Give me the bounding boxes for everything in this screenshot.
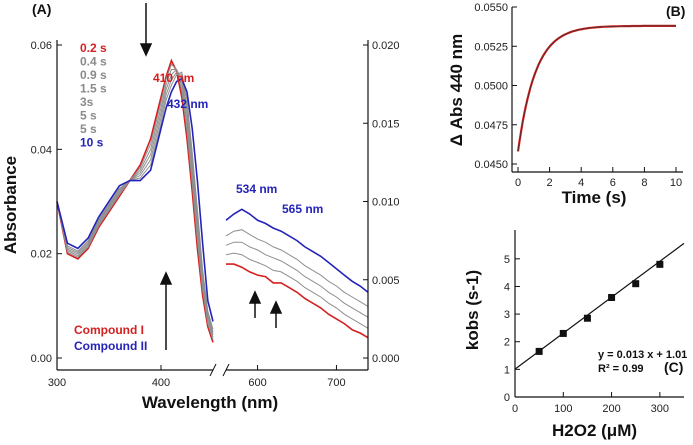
legend-entry: 1.5 s [80,82,107,96]
panel-b-fit-line [517,25,676,152]
x-tick-label: 600 [248,377,266,389]
arrow-up-432 [159,271,173,350]
visible-series-line [225,229,369,307]
fit-equation: y = 0.013 x + 1.01 [598,349,687,361]
soret-series-line [56,68,214,335]
panel-a-xlabel: Wavelength (nm) [142,393,278,412]
b-x-tick-label: 2 [547,177,553,189]
c-y-tick-label: 4 [504,281,510,293]
panel-b-label: (B) [666,3,685,19]
soret-series-line [56,71,214,330]
panel-b: (B) 0.0450 0.0475 0.0500 0.0525 0.0550 0 2 4 6 8 1… [447,2,685,207]
b-y-tick-label: 0.0525 [474,41,508,53]
x-tick-label: 300 [48,377,66,389]
b-y-tick-label: 0.0550 [474,2,508,14]
y-tick-label-left: 0.02 [31,249,52,261]
y-tick-label-right: 0.000 [372,353,400,365]
visible-series-line [225,241,369,318]
axis-break-marks [209,363,230,377]
visible-series-line [225,208,369,293]
visible-series-line [226,263,369,339]
data-point [583,314,591,322]
soret-series-line [56,71,214,333]
b-y-tick-label: 0.0500 [474,81,508,93]
data-point [656,260,664,268]
data-point [632,280,640,288]
y-tick-label-right: 0.020 [372,40,400,52]
panel-c-plot [514,242,685,370]
c-y-tick-label: 5 [504,254,510,266]
panel-c-ylabel: kobs (s-1) [463,270,482,350]
arrow-up-565 [269,300,283,328]
panel-a: (A) 0.00 0.02 0.04 0.06 0.000 0.005 0.010 0.015… [1,1,400,412]
legend-entry: 10 s [80,136,104,150]
fit-r2: R² = 0.99 [598,363,644,375]
legend-entry: 5 s [80,122,97,136]
annotation-565nm: 565 nm [282,202,323,216]
x-tick-label: 700 [327,377,345,389]
panel-a-label: (A) [32,1,51,17]
panel-b-ticks: 0.0450 0.0475 0.0500 0.0525 0.0550 0 2 4 6 8 10 [474,2,682,189]
c-x-tick-label: 100 [554,403,572,415]
legend-entry: 5 s [80,109,97,123]
panel-c-ticks: 0 1 2 3 4 5 0 100 200 300 [504,254,669,415]
axis-break-mark [209,363,217,377]
axis-break-mark [222,363,230,377]
panel-a-curves [56,58,369,343]
panel-b-xlabel: Time (s) [562,188,627,207]
y-tick-label-left: 0.04 [31,144,52,156]
c-y-tick-label: 1 [504,364,510,376]
legend-entry: 0.9 s [80,68,107,82]
c-y-tick-label: 2 [504,337,510,349]
b-x-tick-label: 4 [578,177,584,189]
x-tick-label: 400 [152,377,170,389]
panel-c-xlabel: H2O2 (μM) [552,421,637,440]
y-tick-label-right: 0.015 [372,118,400,130]
compound-i-label: Compound I [74,323,144,337]
y-tick-label-left: 0.06 [31,40,52,52]
soret-series-line [56,69,214,338]
b-y-tick-label: 0.0450 [474,159,508,171]
c-y-tick-label: 3 [504,309,510,321]
y-tick-label-right: 0.005 [372,275,400,287]
soret-series-line [56,63,214,340]
panel-a-ticks: 0.00 0.02 0.04 0.06 0.000 0.005 0.010 0.015 0.02… [31,40,400,389]
b-y-tick-label: 0.0475 [474,120,508,132]
c-x-tick-label: 0 [512,403,518,415]
b-x-tick-label: 8 [641,177,647,189]
b-x-tick-label: 6 [610,177,616,189]
arrows [139,3,283,350]
legend-entry: 3s [80,95,94,109]
data-point [535,347,543,355]
annotation-534nm: 534 nm [236,182,277,196]
fit-line [514,242,685,370]
data-point [559,329,567,337]
panel-c-label: (C) [664,359,683,375]
soret-series-line [56,58,214,343]
annotation-410nm: 410 nm [153,71,194,85]
panel-b-curves [516,24,676,152]
c-x-tick-label: 200 [602,403,620,415]
data-point [608,294,616,302]
annotation-432nm: 432 nm [167,97,208,111]
b-x-tick-label: 10 [670,177,682,189]
b-x-tick-label: 0 [515,177,521,189]
y-tick-label-right: 0.010 [372,197,400,209]
legend-entry: 0.2 s [80,41,107,55]
arrow-up-534 [248,290,262,318]
y-tick-label-left: 0.00 [31,353,52,365]
panel-b-ylabel: Δ Abs 440 nm [447,34,466,146]
arrow-down-soret [139,3,153,57]
panel-a-ylabel: Absorbance [1,156,20,254]
soret-series-line [56,77,214,322]
c-y-tick-label: 0 [504,392,510,404]
visible-series-line [225,252,369,329]
legend-entry: 0.4 s [80,55,107,69]
c-x-tick-label: 300 [651,403,669,415]
compound-ii-label: Compound II [74,339,147,353]
